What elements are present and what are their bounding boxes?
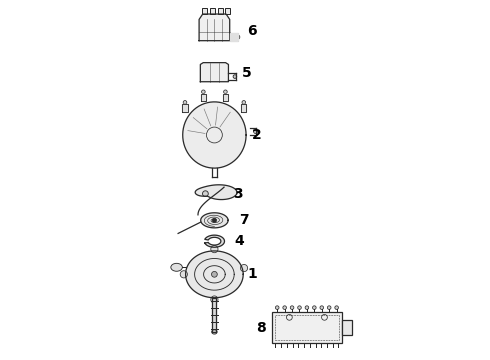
Text: 1: 1	[247, 267, 257, 281]
Polygon shape	[183, 102, 246, 168]
Text: 7: 7	[239, 213, 248, 227]
Ellipse shape	[171, 264, 182, 271]
Text: 3: 3	[233, 187, 243, 201]
Ellipse shape	[212, 330, 217, 334]
Circle shape	[233, 75, 237, 78]
Circle shape	[212, 218, 217, 222]
Circle shape	[320, 306, 323, 309]
Text: 5: 5	[242, 66, 251, 80]
Polygon shape	[213, 298, 217, 332]
Polygon shape	[199, 14, 230, 41]
Text: 2: 2	[252, 128, 262, 142]
Circle shape	[313, 306, 316, 309]
Polygon shape	[195, 185, 237, 199]
Circle shape	[180, 271, 187, 278]
Polygon shape	[182, 104, 188, 112]
Circle shape	[212, 271, 217, 277]
Circle shape	[290, 306, 294, 309]
Polygon shape	[241, 104, 246, 112]
Polygon shape	[205, 235, 224, 247]
Polygon shape	[223, 94, 228, 102]
Polygon shape	[201, 94, 206, 102]
Bar	[210, 8, 215, 14]
Circle shape	[283, 306, 287, 309]
Circle shape	[275, 306, 279, 309]
Circle shape	[236, 35, 240, 39]
Circle shape	[298, 306, 301, 309]
Circle shape	[202, 191, 208, 197]
Bar	[225, 8, 230, 14]
Text: 4: 4	[234, 234, 244, 248]
Text: 6: 6	[247, 24, 256, 37]
Bar	[272, 312, 342, 343]
Circle shape	[201, 90, 205, 94]
Circle shape	[254, 130, 257, 134]
Circle shape	[211, 296, 218, 303]
Circle shape	[211, 246, 218, 253]
Circle shape	[241, 265, 247, 272]
Circle shape	[305, 306, 309, 309]
Circle shape	[183, 100, 187, 104]
Circle shape	[223, 90, 227, 94]
Polygon shape	[201, 213, 228, 228]
Bar	[342, 320, 352, 335]
Circle shape	[335, 306, 339, 309]
Text: 8: 8	[256, 321, 266, 334]
Polygon shape	[186, 251, 243, 298]
Polygon shape	[200, 63, 228, 82]
Polygon shape	[230, 33, 238, 41]
Bar	[218, 8, 222, 14]
Circle shape	[242, 100, 245, 104]
Circle shape	[327, 306, 331, 309]
Bar	[202, 8, 207, 14]
